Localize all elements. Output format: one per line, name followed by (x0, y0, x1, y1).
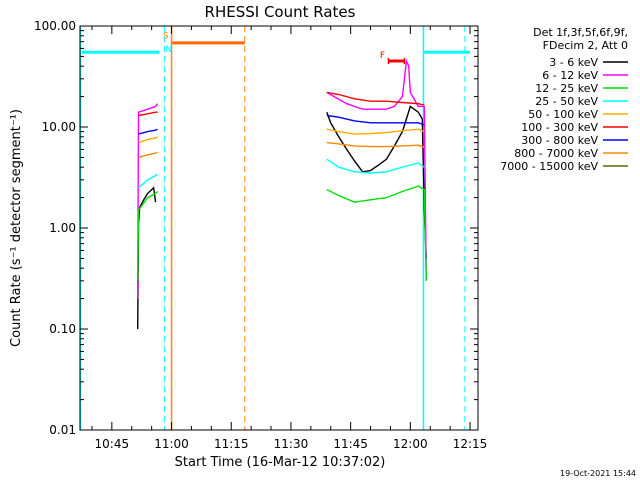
legend-label: 300 - 800 keV (521, 134, 598, 147)
series-line (326, 128, 425, 135)
y-tick-label: 1.00 (49, 221, 76, 235)
x-tick-label: 12:00 (393, 437, 428, 451)
x-tick-label: 11:15 (214, 437, 249, 451)
legend-label: 100 - 300 keV (521, 121, 598, 134)
series-line (326, 91, 425, 106)
plot-area: SN F (79, 26, 471, 430)
axes: 0.01 0.10 1.00 10.00 100.00 10:45 11:00 11:15 11… (34, 19, 487, 451)
series-line (138, 173, 158, 189)
x-tick-label: 11:45 (333, 437, 368, 451)
x-tick-label: 10:45 (95, 437, 130, 451)
series-line (138, 136, 158, 144)
legend-header: Det 1f,3f,5f,6f,9f,FDecim 2, Att 0 (533, 26, 628, 52)
legend-label: 12 - 25 keV (535, 82, 598, 95)
series-line (326, 58, 427, 281)
legend-label: 7000 - 15000 keV (500, 160, 598, 173)
chart-title: RHESSI Count Rates (205, 3, 356, 21)
legend-label: 800 - 7000 keV (514, 147, 598, 160)
legend-label: 6 - 12 keV (542, 69, 598, 82)
series-line (326, 185, 427, 281)
series-line (326, 158, 425, 174)
x-tick-label: 11:00 (154, 437, 189, 451)
series-line (326, 141, 425, 148)
legend-label: 50 - 100 keV (528, 108, 598, 121)
annotation-label: S (163, 32, 169, 42)
y-tick-label: 0.01 (49, 423, 76, 437)
x-axis-label: Start Time (16-Mar-12 10:37:02) (175, 455, 386, 470)
series-line (137, 190, 159, 281)
y-tick-label: 0.10 (49, 322, 76, 336)
footer-timestamp: 19-Oct-2021 15:44 (560, 469, 636, 478)
y-tick-label: 10.00 (42, 120, 76, 134)
series-line (137, 103, 159, 299)
series-line (138, 111, 158, 117)
legend-label: 25 - 50 keV (535, 95, 598, 108)
annotation-label: F (380, 51, 385, 61)
x-tick-label: 11:30 (274, 437, 309, 451)
legend-header-line: Det 1f,3f,5f,6f,9f, (533, 26, 628, 39)
y-axis-label: Count Rate (s⁻¹ detector segment⁻¹) (9, 109, 24, 347)
y-tick-label: 100.00 (34, 19, 76, 33)
x-tick-label: 12:15 (453, 437, 488, 451)
annotation-label: N (165, 45, 172, 55)
legend-label: 3 - 6 keV (549, 56, 598, 69)
series-line (326, 114, 425, 126)
series-line (138, 151, 158, 159)
series-line (137, 186, 157, 330)
legend-header-line: FDecim 2, Att 0 (543, 39, 628, 52)
plot-frame (79, 25, 479, 431)
series-line (138, 128, 158, 135)
